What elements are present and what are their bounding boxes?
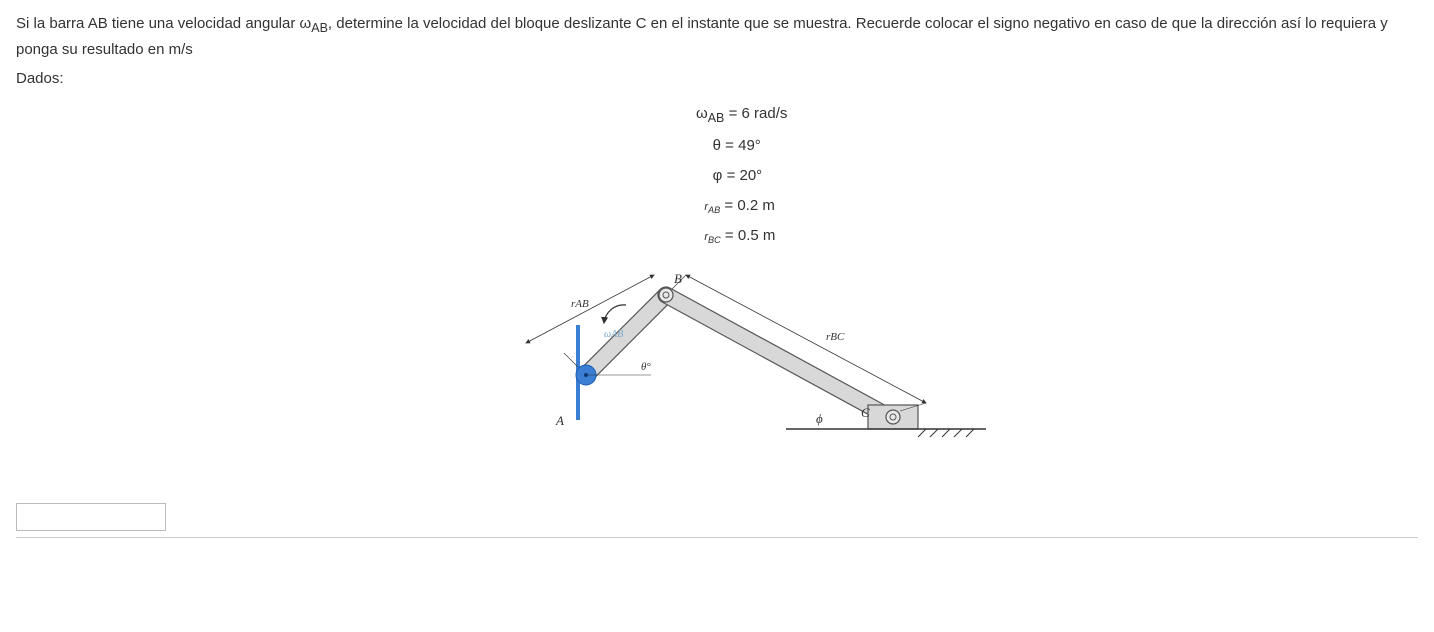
data-omega-ab: ωAB = 6 rad/s	[696, 99, 1418, 131]
sub-ab: AB	[311, 21, 328, 35]
data-phi: φ = 20°	[696, 161, 1418, 191]
mechanism-figure: rAB ωAB θ° rBC ϕ A B C	[486, 245, 1418, 479]
label-rbc: rBC	[826, 331, 845, 343]
bottom-divider	[16, 537, 1418, 538]
omega-arrow	[604, 305, 626, 323]
label-b: B	[674, 271, 682, 286]
dados-label: Dados:	[16, 70, 1418, 87]
label-omega-ab: ωAB	[604, 329, 623, 340]
answer-container	[16, 503, 1418, 531]
label-a: A	[555, 413, 564, 428]
label-rab: rAB	[571, 298, 589, 310]
dim-rbc	[686, 275, 926, 403]
answer-input[interactable]	[16, 503, 166, 531]
label-theta: θ°	[641, 361, 651, 373]
data-rab: rAB = 0.2 m	[696, 191, 1418, 221]
ground-hatch	[918, 429, 974, 437]
pin-c	[886, 410, 900, 424]
label-phi: ϕ	[816, 411, 823, 426]
question-text: Si la barra AB tiene una velocidad angul…	[16, 12, 1418, 62]
data-theta: θ = 49°	[696, 131, 1418, 161]
label-c: C	[861, 405, 870, 420]
pin-b	[659, 288, 673, 302]
given-data-block: ωAB = 6 rad/s θ = 49° φ = 20° rAB = 0.2 …	[696, 99, 1418, 251]
